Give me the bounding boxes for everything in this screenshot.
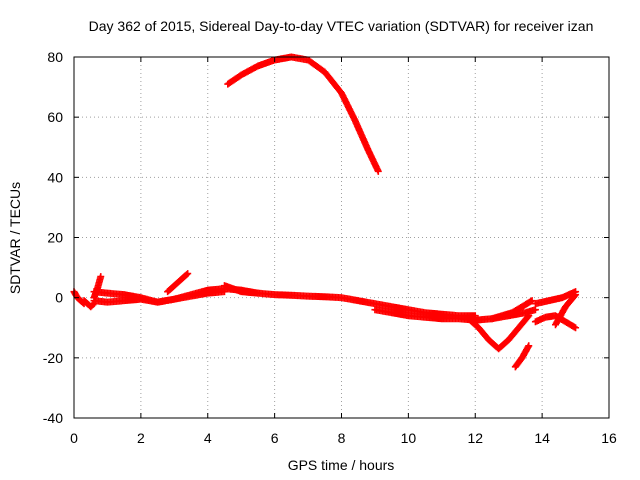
x-tick-label: 6 xyxy=(271,430,279,446)
data-point xyxy=(572,324,580,332)
axis-ticks xyxy=(73,56,610,419)
x-tick-label: 10 xyxy=(401,430,417,446)
data-point xyxy=(89,301,97,309)
series-arc-3 xyxy=(90,273,105,302)
x-tick-label: 14 xyxy=(534,430,550,446)
series-arc-15 xyxy=(552,291,580,329)
data-point xyxy=(183,271,191,279)
data-point xyxy=(571,292,579,300)
x-tick-label: 8 xyxy=(338,430,346,446)
data-point xyxy=(525,312,533,320)
series-arc-6 xyxy=(164,270,192,296)
x-tick-label: 12 xyxy=(467,430,483,446)
data-point xyxy=(572,291,580,299)
data-point xyxy=(374,167,382,175)
x-tick-labels: 0 2 4 6 8 10 12 14 16 xyxy=(70,430,617,446)
y-tick-label: 80 xyxy=(47,49,63,65)
chart-title: Day 362 of 2015, Sidereal Day-to-day VTE… xyxy=(89,18,594,34)
y-axis-label: SDTVAR / TECUs xyxy=(7,182,23,294)
series-arc-11 xyxy=(488,297,536,323)
series-arc-12 xyxy=(511,342,533,371)
data-point xyxy=(97,273,105,281)
series-arc-8 xyxy=(224,53,382,175)
data-point xyxy=(184,270,192,278)
x-axis-label: GPS time / hours xyxy=(288,457,395,473)
x-tick-label: 16 xyxy=(601,430,617,446)
grid-lines xyxy=(74,57,609,418)
y-tick-labels: -40 -20 0 20 40 60 80 xyxy=(43,49,63,426)
x-tick-label: 4 xyxy=(204,430,212,446)
x-tick-label: 0 xyxy=(70,430,78,446)
data-point xyxy=(524,313,532,321)
y-tick-label: 60 xyxy=(47,109,63,125)
y-tick-label: 0 xyxy=(55,290,63,306)
series-arc-13 xyxy=(531,288,580,308)
series-arc-10 xyxy=(465,312,533,353)
x-tick-label: 2 xyxy=(137,430,145,446)
y-tick-label: -40 xyxy=(43,410,63,426)
data-point xyxy=(525,342,533,350)
y-tick-label: 20 xyxy=(47,230,63,246)
series-arc-7 xyxy=(220,282,479,320)
data-points xyxy=(70,53,580,371)
y-tick-label: -20 xyxy=(43,350,63,366)
data-point xyxy=(531,306,539,314)
y-tick-label: 40 xyxy=(47,169,63,185)
